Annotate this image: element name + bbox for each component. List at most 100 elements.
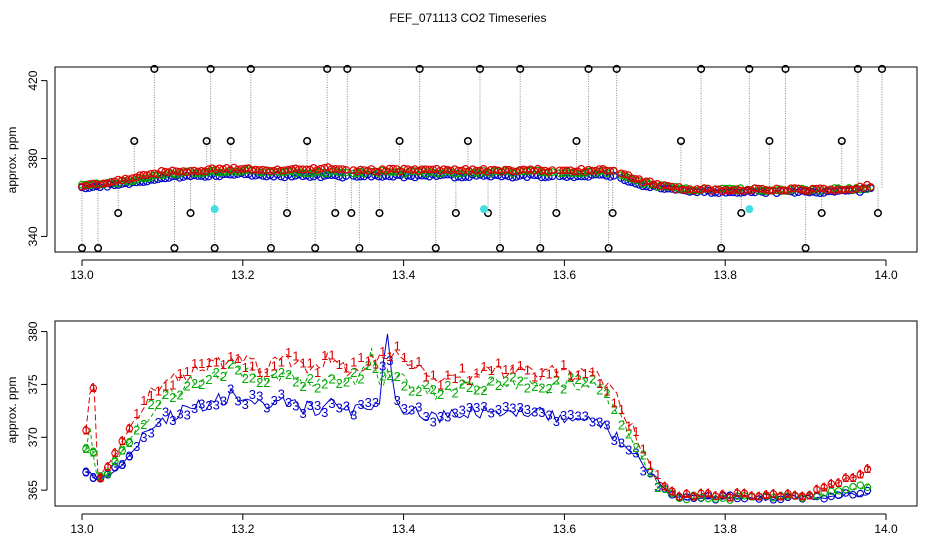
series-1-point — [193, 167, 202, 176]
series-1-point — [248, 166, 256, 174]
series-1-label: 1 — [184, 364, 191, 379]
series-3-point — [842, 489, 850, 497]
series-1-point — [823, 186, 832, 195]
series-1-label: 1 — [661, 479, 668, 494]
series-1-label: 1 — [90, 380, 97, 395]
series-2-label: 2 — [82, 441, 89, 456]
top-x-tick-label: 13.8 — [714, 268, 738, 282]
series-3-label: 3 — [640, 464, 647, 479]
series-1-point — [512, 167, 521, 176]
series-3-label: 3 — [480, 399, 487, 414]
series-1-point — [819, 184, 828, 193]
series-2-point — [726, 496, 734, 504]
series-2-label: 2 — [357, 372, 364, 387]
series-1-label: 1 — [220, 357, 227, 372]
series-1-label: 1 — [777, 489, 784, 504]
bottom-y-tick-label: 380 — [26, 321, 40, 341]
series-1-label: 1 — [545, 366, 552, 381]
series-1-point — [508, 167, 517, 176]
series-3-label: 3 — [582, 409, 589, 424]
series-1-label: 1 — [864, 461, 871, 476]
series-1-point — [725, 186, 734, 195]
top-x-tick-label: 13.6 — [553, 268, 577, 282]
series-3-label: 3 — [256, 389, 263, 404]
series-1-label: 1 — [379, 344, 386, 359]
bottom-axes: 13.0 13.2 13.4 13.6 13.8 14.0 365 370 375 380 — [26, 321, 898, 536]
series-1-point — [273, 165, 282, 174]
series-1-label: 1 — [582, 366, 589, 381]
series-1-label: 1 — [430, 368, 437, 383]
outlier-point — [817, 209, 826, 218]
series-3-point — [89, 474, 98, 482]
series-2-point — [834, 487, 843, 495]
series-1-point — [168, 166, 177, 175]
outlier-point — [612, 64, 621, 73]
series-3-label: 3 — [271, 393, 278, 408]
outlier-point — [206, 64, 215, 73]
series-1-label: 1 — [603, 383, 610, 398]
series-1-point — [114, 175, 123, 184]
outlier-point — [202, 136, 211, 146]
bottom-x-tick-label: 13.4 — [392, 522, 416, 536]
series-1-point — [664, 181, 672, 190]
series-1-point — [856, 470, 865, 479]
series-3-label: 3 — [321, 405, 328, 420]
series-1-point — [135, 171, 144, 180]
series-1-point — [784, 490, 792, 498]
outlier-point — [496, 244, 505, 253]
series-1-label: 1 — [140, 393, 147, 408]
series-2-label: 2 — [524, 381, 531, 396]
series-2-point — [208, 166, 217, 175]
series-1-point — [813, 485, 821, 494]
series-1-label: 1 — [97, 470, 104, 485]
outlier-point — [584, 64, 593, 73]
series-3-label: 3 — [314, 398, 321, 413]
series-1-label: 1 — [705, 486, 712, 501]
series-3-label: 3 — [140, 430, 147, 445]
series-1-label: 1 — [459, 361, 466, 376]
series-1-point — [82, 426, 90, 435]
series-1-point — [834, 185, 843, 194]
series-1-point — [103, 179, 112, 188]
outlier-point — [343, 64, 352, 73]
series-2-label: 2 — [459, 376, 466, 391]
series-2-point — [842, 485, 850, 494]
series-1-point — [682, 186, 691, 194]
series-3-label: 3 — [328, 396, 335, 411]
series-1-point — [657, 182, 665, 191]
series-1-label: 1 — [842, 470, 849, 485]
series-1-point — [88, 179, 97, 188]
series-1-point — [866, 183, 875, 191]
series-3-point — [740, 494, 749, 503]
series-1-point — [197, 166, 206, 175]
series-1-point — [704, 489, 713, 498]
series-1-point — [595, 165, 604, 174]
series-1-label: 1 — [799, 489, 806, 504]
series-1-point — [190, 166, 199, 175]
series-1-label: 1 — [372, 357, 379, 372]
series-1-label: 1 — [835, 475, 842, 490]
series-3-point — [834, 491, 843, 500]
series-1-point — [689, 186, 698, 195]
series-3-label: 3 — [263, 401, 270, 416]
top-y-axis-label: approx. ppm — [5, 127, 19, 194]
series-1-point — [353, 167, 361, 176]
outlier-point — [266, 244, 275, 253]
series-2-label: 2 — [271, 366, 278, 381]
series-3-label: 3 — [473, 400, 480, 415]
series-3-label: 3 — [82, 464, 89, 479]
series-1-point — [537, 166, 546, 175]
series-1-label: 1 — [119, 433, 126, 448]
series-1-label: 1 — [517, 358, 524, 373]
series-3-label: 3 — [234, 394, 241, 409]
series-1-point — [711, 492, 720, 500]
series-1-point — [89, 384, 98, 392]
series-2-point — [740, 492, 749, 500]
series-1-point — [526, 165, 535, 174]
series-1-point — [128, 174, 137, 183]
series-2-point — [121, 176, 130, 185]
series-1-label: 1 — [365, 353, 372, 368]
series-1-point — [389, 164, 398, 173]
